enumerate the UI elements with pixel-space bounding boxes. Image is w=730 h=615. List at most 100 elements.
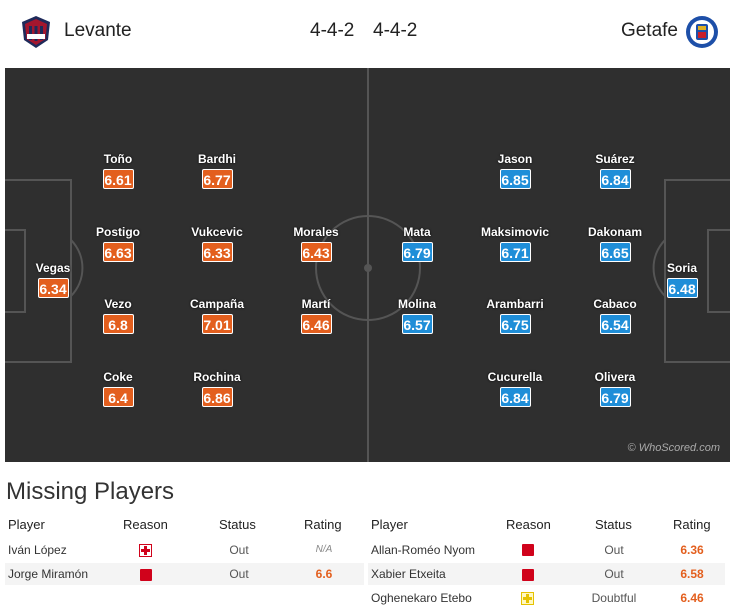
home-player-10[interactable]: Morales 6.43 [271,225,361,263]
home-player-header: Player [8,517,45,532]
doubtful-icon [521,592,534,605]
player-name: Postigo [96,225,140,239]
player-rating: 6.84 [499,387,531,407]
player-name: Jason [497,152,533,166]
player-rating: 6.71 [499,242,531,262]
pitch: Vegas 6.34 Toño 6.61 Postigo 6.63 Vezo 6… [5,68,730,462]
home-player-5[interactable]: Coke 6.4 [73,370,163,408]
player-rating: 6.75 [499,314,531,334]
home-team-name[interactable]: Levante [64,20,132,41]
missing-player-name[interactable]: Iván López [8,543,67,557]
home-player-11[interactable]: Martí 6.46 [271,297,361,335]
player-name: Dakonam [587,225,643,239]
player-name: Maksimovic [480,225,550,239]
player-rating: 6.63 [102,242,134,262]
away-player-11[interactable]: Soria 6.48 [637,261,727,299]
home-status-header: Status [219,517,256,532]
away-team-name[interactable]: Getafe [620,20,678,41]
home-player-1[interactable]: Vegas 6.34 [8,261,98,299]
away-rating-header: Rating [673,517,711,532]
match-header: Levante 4-4-2 4-4-2 Getafe [0,0,730,66]
player-name: Cucurella [487,370,543,384]
away-player-7[interactable]: Suárez 6.84 [570,152,660,190]
levante-crest-icon[interactable] [18,14,54,50]
missing-player-name[interactable]: Oghenekaro Etebo [371,591,472,605]
player-rating: 6.79 [401,242,433,262]
away-player-8[interactable]: Dakonam 6.65 [570,225,660,263]
home-player-4[interactable]: Vezo 6.8 [73,297,163,335]
injury-icon [139,544,152,557]
away-player-1[interactable]: Mata 6.79 [372,225,462,263]
player-rating: 6.77 [201,169,233,189]
away-player-9[interactable]: Cabaco 6.54 [570,297,660,335]
home-reason-header: Reason [123,517,168,532]
home-player-6[interactable]: Bardhi 6.77 [172,152,262,190]
missing-status: Out [229,567,249,581]
player-rating: 6.84 [599,169,631,189]
away-status-header: Status [595,517,632,532]
home-player-8[interactable]: Campaña 7.01 [172,297,262,335]
player-name: Cabaco [593,297,637,311]
missing-rating: 6.58 [680,567,704,581]
player-name: Morales [293,225,339,239]
player-rating: 7.01 [201,314,233,334]
player-name: Molina [398,297,436,311]
player-name: Bardhi [197,152,236,166]
missing-rating: 6.6 [315,567,333,581]
missing-status: Out [604,543,624,557]
player-rating: 6.46 [300,314,332,334]
red-card-icon [140,569,152,581]
missing-players-title: Missing Players [6,478,175,505]
player-rating: 6.79 [599,387,631,407]
home-formation: 4-4-2 [310,20,355,41]
away-formation: 4-4-2 [373,20,418,41]
home-player-9[interactable]: Rochina 6.86 [172,370,262,408]
red-card-icon [522,544,534,556]
player-rating: 6.85 [499,169,531,189]
player-name: Martí [301,297,331,311]
player-name: Vegas [35,261,71,275]
home-player-2[interactable]: Toño 6.61 [73,152,163,190]
missing-player-name[interactable]: Allan-Roméo Nyom [371,543,476,557]
player-name: Olivera [594,370,636,384]
player-rating: 6.48 [666,278,698,298]
player-rating: 6.57 [401,314,433,334]
table-row-bg [5,563,364,585]
missing-player-name[interactable]: Jorge Miramón [8,567,89,581]
away-player-2[interactable]: Molina 6.57 [372,297,462,335]
getafe-crest-icon[interactable] [684,14,720,50]
player-name: Toño [103,152,133,166]
player-name: Vezo [104,297,132,311]
player-rating: 6.65 [599,242,631,262]
home-player-7[interactable]: Vukcevic 6.33 [172,225,262,263]
player-rating: 6.33 [201,242,233,262]
home-rating-header: Rating [304,517,342,532]
table-row-bg [368,563,725,585]
away-player-3[interactable]: Jason 6.85 [470,152,560,190]
missing-rating: N/A [315,544,333,555]
player-name: Soria [666,261,697,275]
player-name: Vukcevic [191,225,243,239]
player-name: Arambarri [486,297,544,311]
player-rating: 6.61 [102,169,134,189]
missing-status: Doubtful [591,591,637,605]
away-player-10[interactable]: Olivera 6.79 [570,370,660,408]
missing-player-name[interactable]: Xabier Etxeita [371,567,446,581]
player-name: Coke [103,370,133,384]
player-rating: 6.43 [300,242,332,262]
player-name: Rochina [193,370,241,384]
player-rating: 6.54 [599,314,631,334]
away-reason-header: Reason [506,517,551,532]
away-player-4[interactable]: Maksimovic 6.71 [470,225,560,263]
missing-rating: 6.46 [680,591,704,605]
home-player-3[interactable]: Postigo 6.63 [73,225,163,263]
pitch-lines [5,68,730,462]
missing-status: Out [229,543,249,557]
away-player-5[interactable]: Arambarri 6.75 [470,297,560,335]
watermark: © WhoScored.com [627,442,720,454]
missing-status: Out [604,567,624,581]
away-player-header: Player [371,517,408,532]
red-card-icon [522,569,534,581]
away-player-6[interactable]: Cucurella 6.84 [470,370,560,408]
player-name: Campaña [189,297,245,311]
